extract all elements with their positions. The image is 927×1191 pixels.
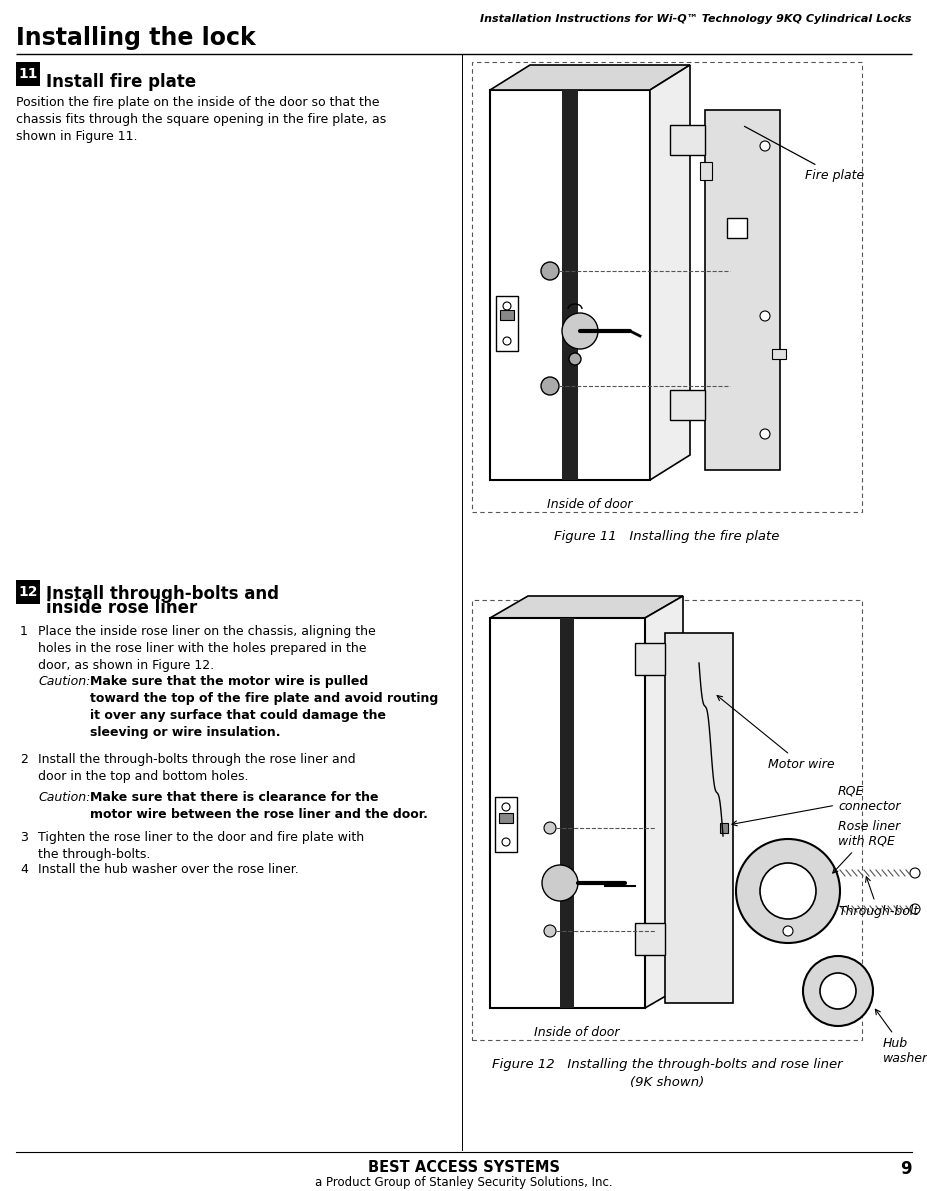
Bar — [719, 823, 727, 833]
Text: 1: 1 — [20, 625, 28, 638]
Bar — [489, 91, 649, 480]
Polygon shape — [634, 643, 665, 675]
Circle shape — [819, 973, 855, 1009]
Text: Caution:: Caution: — [38, 791, 90, 804]
Text: Motor wire: Motor wire — [717, 696, 833, 771]
Bar — [705, 110, 780, 470]
Text: Inside of door: Inside of door — [547, 498, 632, 511]
Circle shape — [543, 925, 555, 937]
Polygon shape — [634, 923, 665, 955]
Text: Through-bolt: Through-bolt — [837, 877, 917, 917]
Bar — [726, 218, 746, 238]
Text: (9K shown): (9K shown) — [629, 1075, 704, 1089]
Circle shape — [502, 303, 511, 310]
Bar — [16, 62, 40, 86]
Text: a Product Group of Stanley Security Solutions, Inc.: a Product Group of Stanley Security Solu… — [315, 1176, 612, 1189]
Text: Installation Instructions for Wi-Q™ Technology 9KQ Cylindrical Locks: Installation Instructions for Wi-Q™ Tech… — [480, 14, 911, 24]
Circle shape — [541, 865, 578, 902]
Bar — [16, 580, 40, 604]
Circle shape — [759, 863, 815, 919]
Text: Make sure that there is clearance for the
motor wire between the rose liner and : Make sure that there is clearance for th… — [90, 791, 427, 821]
Text: 2: 2 — [20, 753, 28, 766]
Text: Caution:: Caution: — [38, 675, 90, 688]
Polygon shape — [649, 66, 690, 480]
Circle shape — [782, 925, 793, 936]
Text: Make sure that the motor wire is pulled
toward the top of the fire plate and avo: Make sure that the motor wire is pulled … — [90, 675, 438, 738]
Text: Fire plate: Fire plate — [743, 126, 863, 181]
Bar — [699, 162, 711, 180]
Bar — [494, 797, 516, 852]
Text: Position the fire plate on the inside of the door so that the
chassis fits throu: Position the fire plate on the inside of… — [16, 96, 386, 143]
Polygon shape — [489, 66, 690, 91]
Bar — [472, 62, 861, 512]
Bar — [562, 91, 578, 480]
Text: inside rose liner: inside rose liner — [46, 599, 197, 617]
Bar — [495, 297, 517, 351]
Text: Install the through-bolts through the rose liner and
door in the top and bottom : Install the through-bolts through the ro… — [38, 753, 355, 782]
Circle shape — [502, 337, 511, 345]
Circle shape — [909, 904, 919, 913]
Circle shape — [540, 262, 558, 280]
Text: BEST ACCESS SYSTEMS: BEST ACCESS SYSTEMS — [368, 1160, 559, 1176]
Bar — [665, 632, 732, 1003]
Text: 11: 11 — [19, 67, 38, 81]
Circle shape — [502, 803, 510, 811]
Circle shape — [543, 822, 555, 834]
Text: RQE
connector: RQE connector — [731, 785, 899, 825]
Text: Tighten the rose liner to the door and fire plate with
the through-bolts.: Tighten the rose liner to the door and f… — [38, 831, 363, 861]
Circle shape — [735, 838, 839, 943]
Text: Hub
washer: Hub washer — [874, 1009, 927, 1065]
Text: 4: 4 — [20, 863, 28, 877]
Text: Install the hub washer over the rose liner.: Install the hub washer over the rose lin… — [38, 863, 298, 877]
Text: 9: 9 — [899, 1160, 911, 1178]
Circle shape — [759, 311, 769, 322]
Circle shape — [540, 378, 558, 395]
Text: Installing the lock: Installing the lock — [16, 26, 256, 50]
Text: Install through-bolts and: Install through-bolts and — [46, 585, 279, 603]
Circle shape — [759, 141, 769, 151]
Bar — [472, 600, 861, 1040]
Circle shape — [562, 313, 597, 349]
Polygon shape — [644, 596, 682, 1008]
Text: 3: 3 — [20, 831, 28, 844]
Polygon shape — [669, 125, 705, 155]
Text: Figure 12   Installing the through-bolts and rose liner: Figure 12 Installing the through-bolts a… — [491, 1058, 842, 1071]
Circle shape — [568, 353, 580, 364]
Polygon shape — [489, 596, 682, 618]
Text: Rose liner
with RQE: Rose liner with RQE — [832, 819, 899, 873]
Text: 12: 12 — [19, 585, 38, 599]
Circle shape — [502, 838, 510, 846]
Circle shape — [759, 429, 769, 439]
Bar — [559, 618, 574, 1008]
Circle shape — [909, 868, 919, 878]
Bar — [489, 618, 644, 1008]
Bar — [500, 310, 514, 320]
Bar — [499, 813, 513, 823]
Circle shape — [802, 956, 872, 1025]
Text: Inside of door: Inside of door — [534, 1025, 619, 1039]
Text: Place the inside rose liner on the chassis, aligning the
holes in the rose liner: Place the inside rose liner on the chass… — [38, 625, 375, 672]
Text: Figure 11   Installing the fire plate: Figure 11 Installing the fire plate — [553, 530, 779, 543]
Bar — [771, 349, 785, 358]
Polygon shape — [669, 389, 705, 420]
Text: Install fire plate: Install fire plate — [46, 73, 196, 91]
